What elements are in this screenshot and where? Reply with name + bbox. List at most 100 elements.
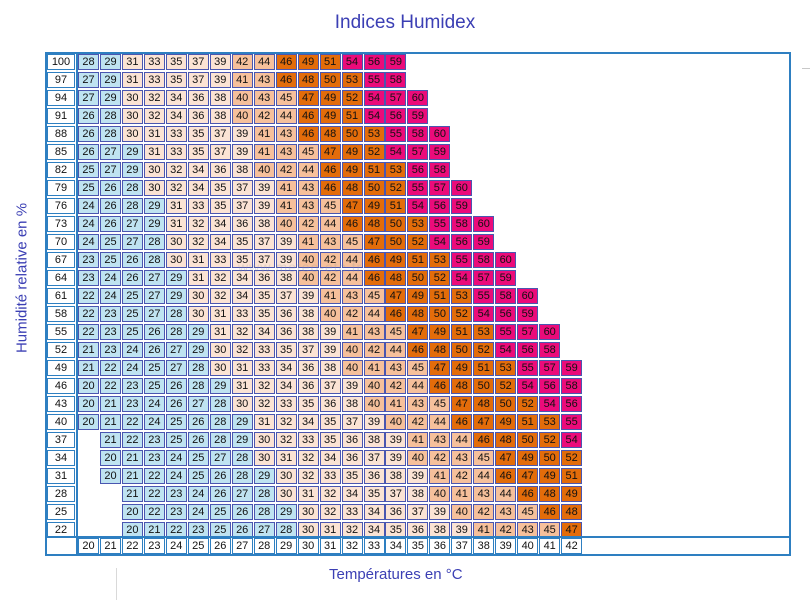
humidex-cell: 29 bbox=[231, 414, 253, 430]
humidex-cell: 33 bbox=[297, 432, 319, 448]
humidex-cell: 36 bbox=[275, 306, 297, 322]
humidex-cell: 33 bbox=[209, 252, 231, 268]
humidex-cell: 31 bbox=[231, 378, 253, 394]
humidex-cell: 45 bbox=[429, 396, 451, 412]
humidex-cell: 58 bbox=[495, 288, 517, 304]
humidex-cell: 29 bbox=[165, 270, 187, 286]
humidex-cell: 33 bbox=[253, 342, 275, 358]
humidex-cell: 55 bbox=[363, 72, 385, 88]
humidex-cell: 46 bbox=[275, 54, 297, 70]
humidex-cell: 37 bbox=[297, 342, 319, 358]
humidex-cell: 52 bbox=[473, 342, 495, 358]
humidex-cell: 48 bbox=[407, 306, 429, 322]
humidity-label: 34 bbox=[47, 450, 75, 466]
humidex-cell: 28 bbox=[121, 198, 143, 214]
humidex-cell: 45 bbox=[319, 198, 341, 214]
humidex-cell: 33 bbox=[165, 144, 187, 160]
humidex-cell: 23 bbox=[121, 396, 143, 412]
humidex-cell: 48 bbox=[495, 432, 517, 448]
humidex-cell: 57 bbox=[407, 144, 429, 160]
humidex-cell: 47 bbox=[385, 288, 407, 304]
humidex-cell: 35 bbox=[209, 180, 231, 196]
humidex-cell: 39 bbox=[253, 198, 275, 214]
humidex-cell: 32 bbox=[319, 504, 341, 520]
humidex-cell: 27 bbox=[165, 360, 187, 376]
humidex-cell: 37 bbox=[209, 126, 231, 142]
humidex-cell: 31 bbox=[165, 216, 187, 232]
humidex-cell: 35 bbox=[319, 414, 341, 430]
humidex-cell: 59 bbox=[561, 360, 583, 376]
humidex-cell: 27 bbox=[78, 90, 99, 106]
humidex-cell: 53 bbox=[341, 72, 363, 88]
humidex-cell: 59 bbox=[451, 198, 473, 214]
humidity-label: 100 bbox=[47, 54, 75, 70]
humidex-cell: 31 bbox=[319, 522, 341, 538]
humidex-cell: 32 bbox=[253, 396, 275, 412]
humidex-cell: 34 bbox=[187, 180, 209, 196]
humidex-cell: 24 bbox=[100, 288, 121, 304]
humidex-cell: 29 bbox=[275, 504, 297, 520]
humidex-cell: 43 bbox=[429, 432, 451, 448]
humidex-cell: 31 bbox=[121, 72, 143, 88]
humidex-cell: 51 bbox=[429, 288, 451, 304]
humidex-cell: 28 bbox=[209, 396, 231, 412]
humidex-cell: 25 bbox=[187, 450, 209, 466]
humidex-cell: 36 bbox=[385, 504, 407, 520]
humidex-cell: 51 bbox=[407, 252, 429, 268]
humidex-cell: 47 bbox=[297, 90, 319, 106]
humidex-cell: 49 bbox=[363, 198, 385, 214]
humidex-cell: 29 bbox=[187, 342, 209, 358]
humidex-cell: 40 bbox=[363, 378, 385, 394]
watermark: www.meteo-etc.fr bbox=[238, 259, 363, 275]
humidex-cell: 32 bbox=[319, 486, 341, 502]
humidex-cell: 33 bbox=[231, 306, 253, 322]
humidex-cell: 26 bbox=[209, 468, 231, 484]
temperature-label: 20 bbox=[78, 538, 99, 554]
humidex-cell: 36 bbox=[319, 396, 341, 412]
humidex-cell: 54 bbox=[429, 234, 451, 250]
humidex-cell: 49 bbox=[517, 450, 539, 466]
humidex-cell: 35 bbox=[231, 252, 253, 268]
humidex-cell: 28 bbox=[100, 126, 121, 142]
humidex-cell: 22 bbox=[165, 522, 187, 538]
humidex-cell: 27 bbox=[100, 162, 121, 178]
humidex-cell: 30 bbox=[121, 108, 143, 124]
humidex-cell: 20 bbox=[78, 396, 99, 412]
humidex-cell: 51 bbox=[341, 108, 363, 124]
humidex-cell: 35 bbox=[363, 486, 385, 502]
humidex-cell: 20 bbox=[100, 468, 121, 484]
humidex-cell: 26 bbox=[165, 396, 187, 412]
humidex-cell: 58 bbox=[539, 342, 561, 358]
temperature-label: 32 bbox=[341, 538, 363, 554]
humidex-cell: 38 bbox=[341, 396, 363, 412]
humidex-cell: 34 bbox=[275, 378, 297, 394]
humidex-cell: 28 bbox=[231, 450, 253, 466]
humidex-cell: 43 bbox=[341, 288, 363, 304]
humidex-cell: 24 bbox=[187, 486, 209, 502]
humidex-cell: 38 bbox=[209, 90, 231, 106]
humidex-cell: 49 bbox=[341, 144, 363, 160]
humidex-cell: 34 bbox=[231, 270, 253, 286]
humidex-cell: 29 bbox=[187, 324, 209, 340]
humidex-cell: 42 bbox=[451, 468, 473, 484]
humidex-cell: 37 bbox=[363, 450, 385, 466]
humidex-cell: 47 bbox=[451, 396, 473, 412]
humidex-cell: 36 bbox=[187, 90, 209, 106]
humidex-cell: 37 bbox=[319, 378, 341, 394]
humidex-cell: 40 bbox=[297, 270, 319, 286]
humidex-cell: 41 bbox=[253, 144, 275, 160]
x-axis-label: Températures en °C bbox=[329, 566, 463, 583]
humidex-cell: 28 bbox=[187, 360, 209, 376]
humidex-cell: 54 bbox=[407, 198, 429, 214]
humidex-cell: 31 bbox=[165, 198, 187, 214]
humidex-cell: 37 bbox=[187, 72, 209, 88]
humidex-cell: 54 bbox=[341, 54, 363, 70]
humidex-cell: 28 bbox=[253, 504, 275, 520]
humidex-cell: 57 bbox=[429, 180, 451, 196]
humidex-cell: 39 bbox=[407, 468, 429, 484]
humidex-cell: 46 bbox=[363, 252, 385, 268]
temperature-label: 33 bbox=[363, 538, 385, 554]
humidex-cell: 46 bbox=[275, 72, 297, 88]
humidex-cell: 39 bbox=[209, 72, 231, 88]
humidity-label: 49 bbox=[47, 360, 75, 376]
